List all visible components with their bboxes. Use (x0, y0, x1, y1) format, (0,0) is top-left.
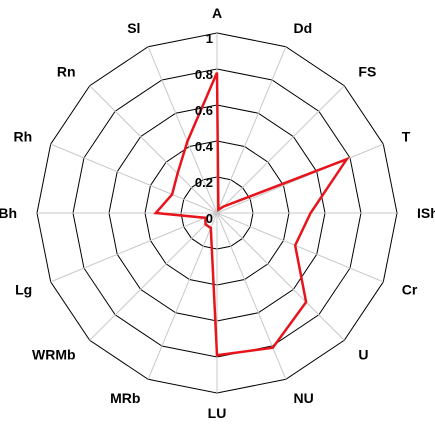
tick-label-1: 0.2 (195, 175, 213, 190)
category-label-Lg: Lg (15, 282, 32, 298)
spoke-Sl (147, 46, 218, 214)
spoke-Dd (216, 46, 287, 214)
category-label-LU: LU (208, 405, 227, 421)
category-label-FS: FS (358, 64, 376, 80)
spoke-Rn (89, 85, 218, 214)
category-label-ISh: ISh (417, 205, 435, 221)
tick-label-5: 1 (206, 31, 213, 46)
category-label-T: T (402, 128, 411, 144)
spoke-NU (216, 212, 287, 380)
category-label-Dd: Dd (294, 20, 313, 36)
tick-label-2: 0.4 (195, 139, 214, 154)
spoke-WRMb (89, 212, 218, 341)
radar-series-layer (153, 72, 350, 357)
category-label-A: A (212, 5, 222, 21)
category-label-U: U (358, 346, 368, 362)
tick-label-3: 0.6 (195, 103, 213, 118)
category-label-Rn: Rn (57, 64, 76, 80)
radar-tick-labels: 0 0.2 0.4 0.6 0.8 1 (195, 31, 214, 226)
spoke-FS (216, 85, 345, 214)
radar-category-labels: A Dd FS T ISh Cr U NU LU MRb WRMb Lg Bh Rh Rn Sl (0, 5, 435, 421)
category-label-MRb: MRb (110, 390, 140, 406)
category-label-NU: NU (294, 390, 314, 406)
category-label-WRMb: WRMb (32, 346, 76, 362)
spoke-Lg (50, 212, 218, 283)
tick-label-4: 0.8 (195, 67, 213, 82)
series-line-0 (153, 72, 350, 357)
spoke-Cr (216, 212, 384, 283)
spoke-T (216, 143, 384, 214)
category-label-Bh: Bh (0, 205, 17, 221)
spoke-Rh (50, 143, 218, 214)
category-label-Cr: Cr (402, 282, 418, 298)
tick-label-0: 0 (206, 211, 213, 226)
category-label-Rh: Rh (14, 128, 33, 144)
spoke-U (216, 212, 345, 341)
spoke-MRb (147, 212, 218, 380)
category-label-Sl: Sl (127, 20, 140, 36)
